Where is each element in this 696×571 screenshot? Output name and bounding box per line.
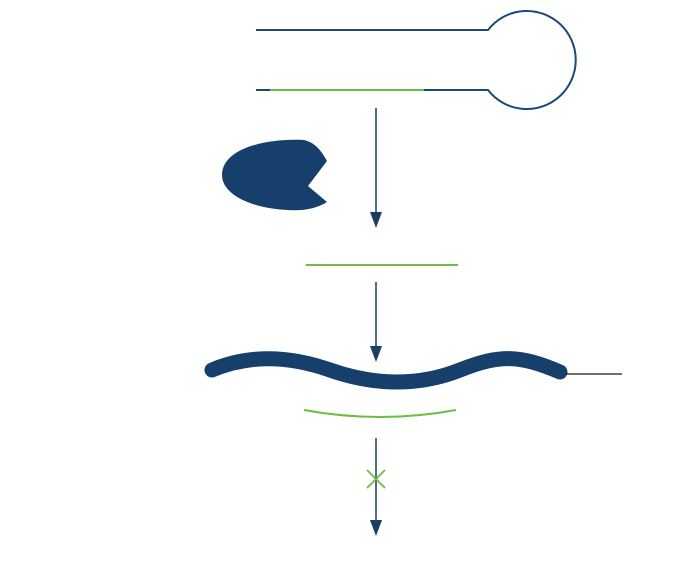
arrow-1 <box>370 108 382 228</box>
arrow-3 <box>370 438 382 536</box>
block-x-icon <box>366 469 386 489</box>
mrna-strand <box>204 351 568 390</box>
bound-microrna <box>303 409 457 418</box>
hairpin-backbone <box>256 10 577 110</box>
dicer-enzyme-shape <box>222 139 327 211</box>
arrow-2 <box>370 282 382 362</box>
larger-rna-hairpin <box>256 10 577 110</box>
